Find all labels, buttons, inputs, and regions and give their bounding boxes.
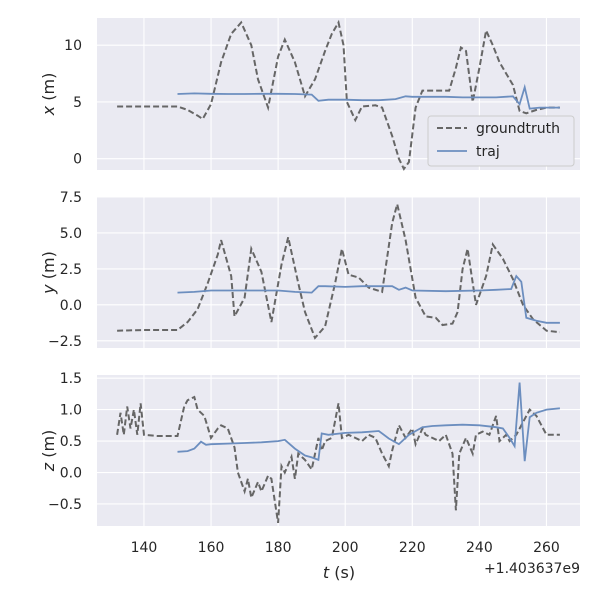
panel-x: 0 5 10 x (m) bbox=[39, 18, 580, 171]
y-tick-label: 2.5 bbox=[60, 262, 82, 278]
y-tick-label: 1.5 bbox=[60, 371, 82, 387]
series-groundtruth-line bbox=[117, 203, 561, 340]
y-tick-label: −2.5 bbox=[48, 334, 82, 350]
y-axis-label: x (m) bbox=[39, 73, 58, 117]
y-tick-label: 0 bbox=[73, 152, 82, 168]
y-tick-label: 5 bbox=[73, 95, 82, 111]
x-axis-label-unit: (s) bbox=[334, 563, 355, 582]
y-axis-label-unit: (m) bbox=[39, 73, 58, 106]
x-tick-label: 220 bbox=[399, 540, 426, 556]
panel-y: −2.5 0.0 2.5 5.0 7.5 y (m) bbox=[39, 190, 580, 350]
legend-groundtruth-label: groundtruth bbox=[476, 121, 560, 137]
y-tick-label: 7.5 bbox=[60, 190, 82, 206]
series-traj-line bbox=[177, 274, 560, 324]
y-axis-label-unit: (m) bbox=[39, 251, 58, 284]
y-axis-label-variable: x bbox=[39, 105, 58, 116]
series-traj-line bbox=[177, 83, 560, 110]
y-tick-label: 0.0 bbox=[60, 298, 82, 314]
y-tick-label: 0.0 bbox=[60, 466, 82, 482]
y-tick-label: 1.0 bbox=[60, 403, 82, 419]
y-tick-label: 0.5 bbox=[60, 434, 82, 450]
series-traj-line bbox=[177, 382, 560, 462]
y-tick-label: 10 bbox=[64, 38, 82, 54]
legend: groundtruth traj bbox=[427, 115, 575, 167]
x-offset-label: +1.403637e9 bbox=[484, 561, 580, 577]
y-tick-label: −0.5 bbox=[48, 497, 82, 513]
x-axis-label-variable: t bbox=[323, 563, 330, 582]
panel-z: 140 160 180 200 220 240 260 −0.5 0.0 0.5 1.0 1.5 z (… bbox=[39, 371, 580, 556]
x-tick-label: 160 bbox=[198, 540, 225, 556]
x-tick-label: 180 bbox=[265, 540, 292, 556]
x-axis-label: t (s) bbox=[323, 563, 355, 582]
series-groundtruth-line bbox=[117, 19, 560, 171]
chart-panels: 0 5 10 x (m) −2.5 0.0 2.5 5.0 7.5 y (m) 140 160 180 2… bbox=[39, 18, 580, 556]
x-tick-label: 200 bbox=[332, 540, 359, 556]
x-tick-label: 260 bbox=[533, 540, 560, 556]
x-tick-label: 140 bbox=[131, 540, 158, 556]
y-axis-label: y (m) bbox=[39, 251, 58, 295]
y-axis-label: z (m) bbox=[39, 430, 58, 473]
panel-background bbox=[97, 375, 580, 526]
series-groundtruth-line bbox=[116, 395, 560, 524]
x-tick-label: 240 bbox=[466, 540, 493, 556]
y-axis-label-unit: (m) bbox=[39, 430, 58, 463]
y-axis-label-variable: z bbox=[39, 462, 58, 472]
legend-traj-label: traj bbox=[476, 144, 500, 160]
shared-x-axis: t (s) +1.403637e9 bbox=[323, 561, 580, 582]
panel-background bbox=[97, 197, 580, 348]
y-axis-label-variable: y bbox=[39, 284, 58, 295]
y-tick-label: 5.0 bbox=[60, 226, 82, 242]
